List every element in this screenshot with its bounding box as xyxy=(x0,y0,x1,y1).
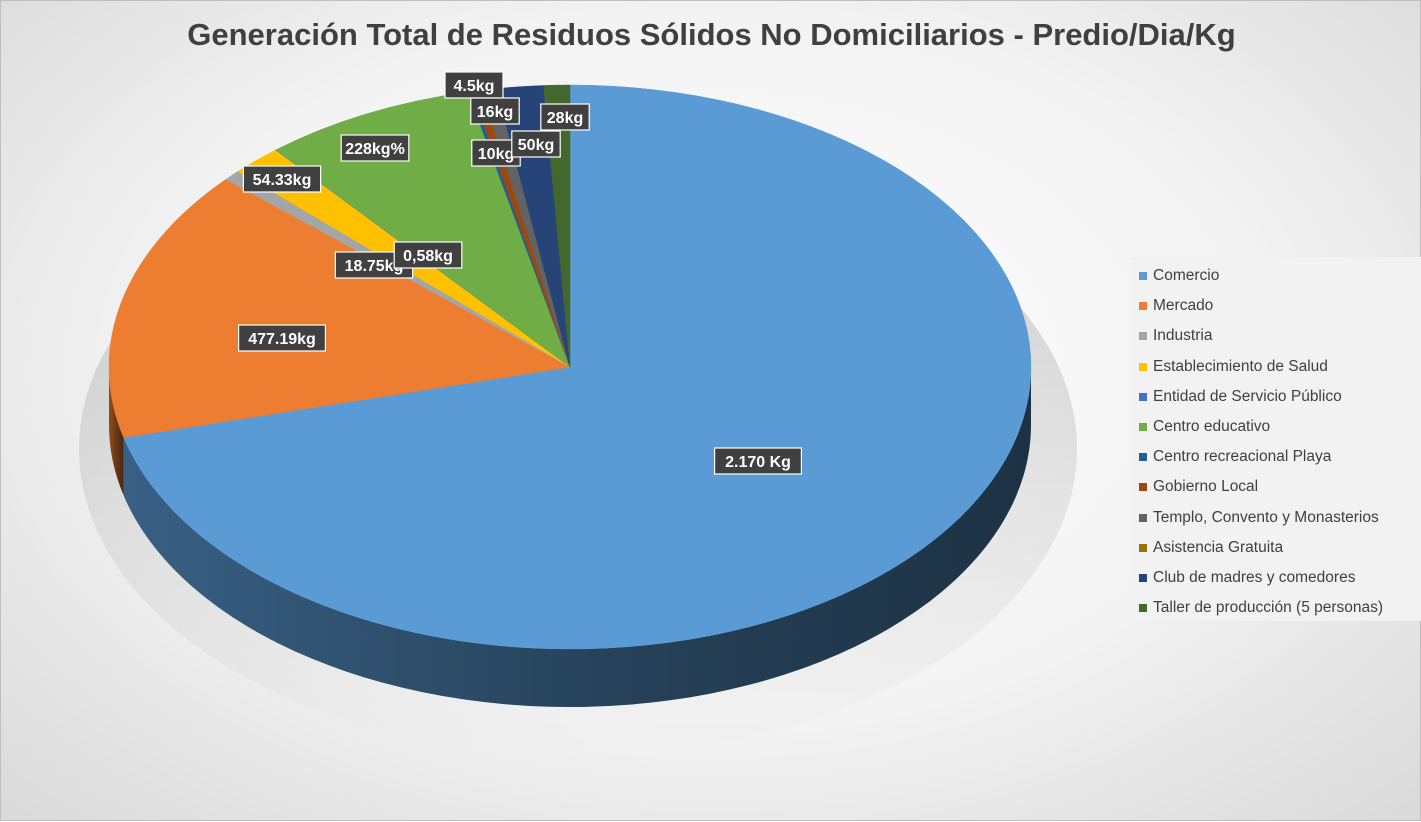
data-label-industria: 18.75kg xyxy=(334,251,414,279)
pie-slice-comercio[interactable] xyxy=(123,84,1032,650)
svg-text:0,58kg: 0,58kg xyxy=(403,248,453,265)
legend-swatch xyxy=(1139,604,1147,613)
legend-swatch xyxy=(1139,362,1147,371)
legend-swatch xyxy=(1139,453,1147,462)
pie-slice-mercado[interactable] xyxy=(108,179,571,438)
data-label-mercado: 477.19kg xyxy=(238,324,327,352)
legend-label: Establecimiento de Salud xyxy=(1153,357,1328,375)
legend-swatch xyxy=(1139,423,1147,432)
legend-item-comercio[interactable]: Comercio xyxy=(1139,261,1421,291)
legend-item-establecimiento-de-salud[interactable]: Establecimiento de Salud xyxy=(1139,352,1421,382)
legend-item-templo-convento-y-monasterios[interactable]: Templo, Convento y Monasterios xyxy=(1139,503,1421,533)
svg-text:18.75kg: 18.75kg xyxy=(345,258,404,275)
data-label-entidad-de-servicio-publico: 0,58kg xyxy=(393,241,463,269)
legend-item-industria[interactable]: Industria xyxy=(1139,321,1421,351)
legend-item-taller-de-produccion-5-personas[interactable]: Taller de producción (5 personas) xyxy=(1139,593,1421,623)
legend-item-gobierno-local[interactable]: Gobierno Local xyxy=(1139,472,1421,502)
legend-swatch xyxy=(1139,543,1147,552)
data-label-establecimiento-de-salud: 54.33kg xyxy=(242,165,322,193)
svg-text:4.5kg: 4.5kg xyxy=(454,78,495,95)
legend-item-mercado[interactable]: Mercado xyxy=(1139,291,1421,321)
legend-label: Club de madres y comedores xyxy=(1153,568,1356,586)
legend-item-centro-educativo[interactable]: Centro educativo xyxy=(1139,412,1421,442)
legend-item-entidad-de-servicio-publico[interactable]: Entidad de Servicio Público xyxy=(1139,382,1421,412)
svg-text:16kg: 16kg xyxy=(477,104,513,121)
pie-side-mercado xyxy=(109,367,124,496)
legend-swatch xyxy=(1139,483,1147,492)
data-label-club-de-madres-y-comedores: 50kg xyxy=(511,130,561,158)
pie-side-comercio xyxy=(123,367,1031,707)
legend-item-asistencia-gratuita[interactable]: Asistencia Gratuita xyxy=(1139,533,1421,563)
legend-swatch xyxy=(1139,272,1147,281)
legend-item-club-de-madres-y-comedores[interactable]: Club de madres y comedores xyxy=(1139,563,1421,593)
legend-swatch xyxy=(1139,573,1147,582)
svg-text:54.33kg: 54.33kg xyxy=(253,172,312,189)
legend-swatch xyxy=(1139,332,1147,341)
legend-label: Asistencia Gratuita xyxy=(1153,538,1284,556)
legend-label: Industria xyxy=(1153,327,1213,345)
svg-text:228kg%: 228kg% xyxy=(345,141,405,158)
svg-text:477.19kg: 477.19kg xyxy=(248,331,316,348)
legend-label: Centro educativo xyxy=(1153,418,1271,436)
svg-text:28kg: 28kg xyxy=(547,110,583,127)
svg-text:10kg: 10kg xyxy=(478,146,514,163)
legend-label: Gobierno Local xyxy=(1153,478,1259,496)
legend-swatch xyxy=(1139,392,1147,401)
legend-label: Templo, Convento y Monasterios xyxy=(1153,508,1379,526)
legend-item-centro-recreacional-playa[interactable]: Centro recreacional Playa xyxy=(1139,442,1421,472)
legend-swatch xyxy=(1139,513,1147,522)
chart-title: Generación Total de Residuos Sólidos No … xyxy=(187,17,1236,52)
svg-text:2.170 Kg: 2.170 Kg xyxy=(725,454,791,471)
legend-label: Entidad de Servicio Público xyxy=(1153,387,1342,405)
data-label-centro-educativo: 228kg% xyxy=(340,134,410,162)
data-label-gobierno-local: 10kg xyxy=(471,139,521,167)
data-label-taller-de-produccion-5-personas: 28kg xyxy=(540,103,590,131)
data-label-comercio: 2.170 Kg xyxy=(713,447,802,475)
legend-label: Centro recreacional Playa xyxy=(1153,448,1332,466)
legend-swatch xyxy=(1139,302,1147,311)
data-label-templo-convento-y-monasterios: 16kg xyxy=(470,97,520,125)
legend-label: Comercio xyxy=(1153,267,1220,285)
legend-label: Taller de producción (5 personas) xyxy=(1153,599,1384,617)
legend: Comercio Mercado Industria Establecimiento … xyxy=(1129,257,1421,621)
legend-label: Mercado xyxy=(1153,297,1214,315)
svg-text:50kg: 50kg xyxy=(518,137,554,154)
data-label-centro-recreacional-playa: 4.5kg xyxy=(444,71,504,99)
